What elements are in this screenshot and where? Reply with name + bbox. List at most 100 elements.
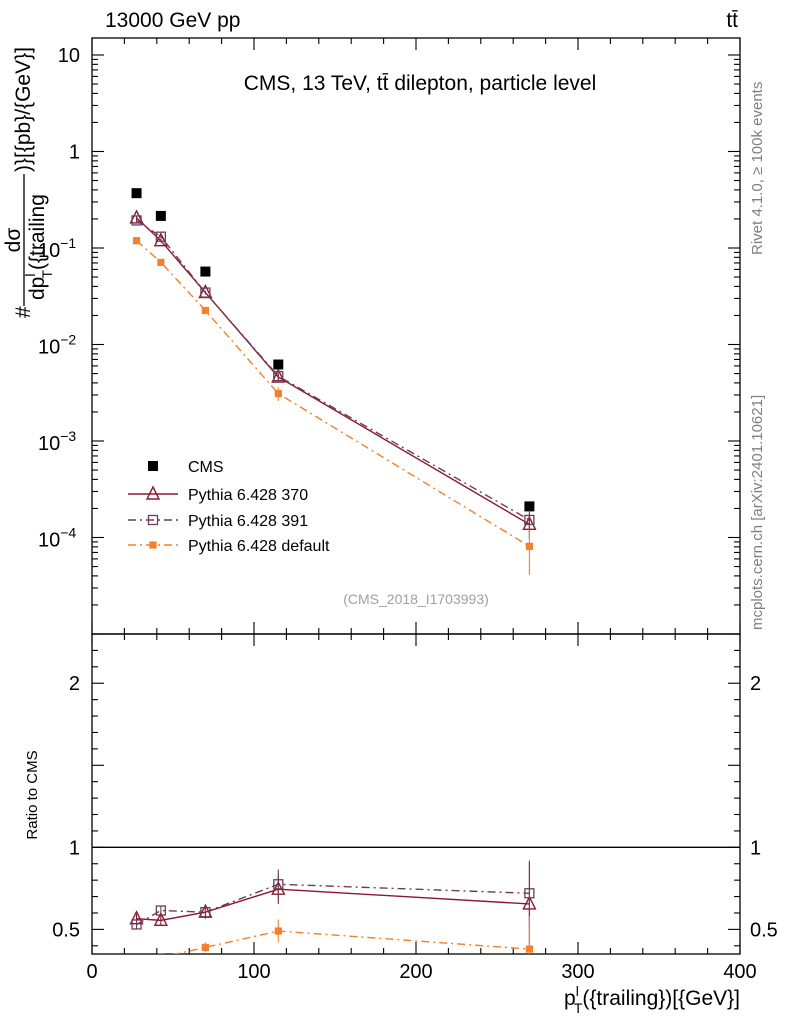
side-label-top: Rivet 4.1.0, ≥ 100k events [749, 82, 766, 255]
y-label-denominator: dplT({trailing [22, 194, 55, 300]
ratio-plot-frame [91, 633, 741, 955]
ratio-series-pythia-6-428-370 [129, 862, 537, 945]
data-point-pythia-default [525, 945, 533, 953]
data-point-pythia-default [149, 541, 157, 549]
main-axis-ticks [91, 38, 741, 635]
data-point-cms [524, 501, 535, 512]
ratio-line [136, 888, 530, 922]
data-point-pythia-391 [200, 287, 211, 298]
data-point-cms [273, 359, 284, 370]
ratio-y-axis-label: Ratio to CMS [24, 750, 41, 839]
y-label-den-main: dp [26, 277, 49, 300]
main-series [129, 188, 537, 575]
ratio-y-tick-label-right: 1 [750, 837, 761, 859]
legend-label: CMS [188, 459, 224, 476]
y-tick-label: 10−2 [38, 331, 76, 358]
data-point-pythia-default [274, 927, 282, 935]
data-point-pythia-370 [129, 209, 144, 224]
ratio-y-tick-label: 0.5 [52, 919, 80, 941]
data-point-pythia-391 [524, 888, 535, 899]
data-point-pythia-391 [273, 879, 284, 890]
data-point-cms [155, 210, 166, 221]
legend-label: Pythia 6.428 default [188, 538, 330, 555]
y-label-suffix: )}[{pb}/{GeV}] [12, 47, 35, 172]
data-point-pythia-391 [131, 919, 142, 930]
y-label-prefix: # [12, 306, 35, 318]
legend-entry: Pythia 6.428 370 [128, 485, 308, 504]
x-axis-label: pl T({trailing})[{GeV}] [564, 983, 740, 1016]
legend-label: Pythia 6.428 370 [188, 487, 308, 504]
y-tick-label: 1 [69, 141, 80, 163]
ratio-line [172, 930, 530, 954]
ratio-line [136, 883, 530, 926]
ratio-y-tick-label-right: 0.5 [750, 919, 778, 941]
y-tick-label: 10 [58, 45, 80, 67]
data-point-pythia-391 [273, 370, 284, 382]
data-point-pythia-391 [147, 514, 159, 526]
data-point-pythia-391 [155, 905, 167, 916]
series-line [136, 240, 530, 547]
y-tick-label: 10−4 [38, 524, 76, 551]
series-cms [131, 188, 535, 512]
ratio-y-tick-labels: 0.5 0.5 1 1 2 2 [52, 673, 778, 941]
x-tick-label: 400 [723, 961, 756, 983]
data-point-pythia-391 [524, 514, 535, 526]
y-label-numerator: dσ [2, 228, 25, 253]
ratio-y-tick-label: 1 [69, 837, 80, 859]
series-line [136, 217, 530, 525]
x-tick-label: 300 [561, 961, 594, 983]
x-tick-label: 200 [399, 961, 432, 983]
y-axis-label: # dσ dplT({trailing )}[{pb}/{GeV}] [2, 47, 55, 318]
ratio-series [129, 860, 537, 962]
ratio-axis-ticks [91, 634, 741, 954]
legend-entry: CMS [148, 459, 224, 476]
data-point-pythia-default [132, 237, 141, 245]
y-label-den-sub: T [39, 270, 55, 279]
y-label-den-sup: l [22, 274, 38, 277]
x-tick-label: 0 [86, 961, 97, 983]
x-label-sup: l [576, 983, 579, 999]
data-point-cms [200, 266, 211, 277]
x-label-sub: T [574, 1000, 583, 1016]
data-point-pythia-370 [145, 485, 161, 500]
data-point-pythia-391 [155, 231, 167, 242]
data-point-pythia-default [133, 955, 140, 962]
y-tick-label: 10−3 [38, 428, 76, 455]
data-point-pythia-370 [271, 368, 286, 383]
ratio-y-tick-label-right: 2 [750, 673, 761, 695]
data-point-pythia-391 [200, 907, 211, 918]
ratio-y-tick-label: 2 [69, 673, 80, 695]
header-right: tt̄ [726, 9, 738, 32]
x-tick-label: 100 [237, 961, 270, 983]
data-point-cms [131, 188, 142, 199]
legend: CMS Pythia 6.428 370 Pythia 6.428 391 Pythi… [128, 459, 330, 555]
data-point-pythia-default [201, 943, 209, 952]
data-point-pythia-370 [153, 911, 168, 927]
x-tick-labels: 0 100 200 300 400 [86, 961, 756, 983]
y-tick-label: 10−1 [38, 235, 76, 262]
data-point-cms [148, 461, 158, 471]
series-pythia-6-428-default [132, 237, 533, 575]
legend-label: Pythia 6.428 391 [188, 513, 308, 530]
series-line [136, 219, 530, 521]
data-point-pythia-default [274, 389, 282, 398]
legend-entry: Pythia 6.428 default [128, 538, 330, 555]
side-label-bottom: mcplots.cern.ch [arXiv:2401.10621] [749, 395, 766, 630]
main-y-tick-labels: 10 1 10−1 10−2 10−3 10−4 [38, 45, 80, 552]
data-point-pythia-default [157, 258, 165, 266]
data-point-pythia-370 [153, 232, 168, 247]
analysis-tag: (CMS_2018_I1703993) [343, 591, 489, 607]
plot-title: CMS, 13 TeV, tt̄ dilepton, particle leve… [244, 72, 597, 95]
series-pythia-6-428-391 [131, 215, 535, 533]
legend-entry: Pythia 6.428 391 [128, 513, 308, 530]
data-point-pythia-default [525, 542, 533, 550]
x-label-main: p [564, 987, 576, 1010]
data-point-pythia-default [157, 953, 165, 954]
header-left: 13000 GeV pp [105, 9, 240, 32]
data-point-pythia-default [201, 306, 209, 315]
ratio-series-pythia-6-428-default [133, 916, 533, 962]
x-label-rest: ({trailing})[{GeV}] [582, 987, 740, 1010]
y-label-den-rest: ({trailing [26, 194, 49, 270]
ratio-series-pythia-6-428-391 [131, 860, 535, 930]
